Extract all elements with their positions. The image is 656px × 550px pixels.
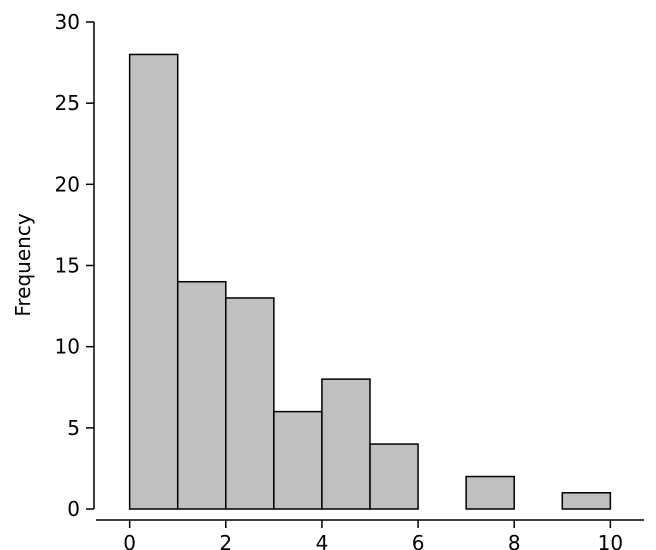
y-tick-label-5: 5 xyxy=(67,416,80,440)
x-tick-label-2: 2 xyxy=(219,531,232,550)
x-tick-label-6: 6 xyxy=(412,531,425,550)
y-tick-label-0: 0 xyxy=(67,497,80,521)
y-axis: 0 5 10 15 20 25 30 xyxy=(55,10,95,521)
y-tick-label-25: 25 xyxy=(55,91,80,115)
x-axis: 0 2 4 6 8 10 xyxy=(96,519,644,550)
bar-9-10 xyxy=(561,492,612,510)
bar-1-2 xyxy=(176,280,227,510)
x-tick-label-0: 0 xyxy=(123,531,136,550)
bar-4-5 xyxy=(321,378,371,510)
x-tick-label-4: 4 xyxy=(316,531,329,550)
bar-2-3 xyxy=(225,297,275,510)
bar-5-6 xyxy=(369,443,419,510)
bar-7-8 xyxy=(465,475,515,510)
y-tick-label-10: 10 xyxy=(55,335,80,359)
y-axis-title: Frequency xyxy=(11,213,35,316)
bar-0-1 xyxy=(128,53,179,510)
y-tick-label-20: 20 xyxy=(55,172,80,196)
x-tick-label-10: 10 xyxy=(598,531,623,550)
bar-3-4 xyxy=(273,410,323,510)
y-tick-label-15: 15 xyxy=(55,254,80,278)
y-tick-label-30: 30 xyxy=(55,10,80,34)
x-tick-label-8: 8 xyxy=(508,531,521,550)
bars-group xyxy=(128,53,612,510)
